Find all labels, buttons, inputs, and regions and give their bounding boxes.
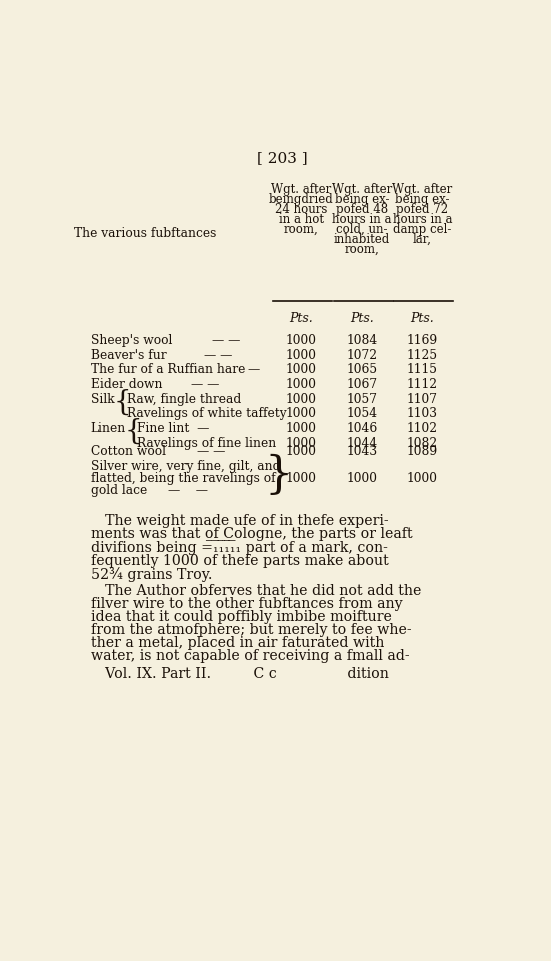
Text: The weight made ufe of in thefe experi-: The weight made ufe of in thefe experi-: [90, 514, 388, 528]
Text: in a hot: in a hot: [279, 213, 324, 226]
Text: pofed 48: pofed 48: [336, 203, 388, 216]
Text: 1072: 1072: [346, 349, 377, 361]
Text: Vol. IX. Part II.   C c     dition: Vol. IX. Part II. C c dition: [90, 666, 388, 680]
Text: 1125: 1125: [407, 349, 438, 361]
Text: filver wire to the other fubftances from any: filver wire to the other fubftances from…: [90, 596, 402, 610]
Text: 1067: 1067: [346, 378, 377, 390]
Text: 1000: 1000: [347, 472, 377, 484]
Text: 1054: 1054: [346, 407, 377, 420]
Text: Ravelings of white taffety: Ravelings of white taffety: [127, 407, 287, 420]
Text: [ 203 ]: [ 203 ]: [257, 151, 307, 164]
Text: damp cel-: damp cel-: [393, 223, 451, 236]
Text: Silk: Silk: [90, 392, 114, 406]
Text: fequently 1000 of thefe parts make about: fequently 1000 of thefe parts make about: [90, 553, 388, 567]
Text: being ex-: being ex-: [395, 193, 450, 206]
Text: beingdried: beingdried: [269, 193, 334, 206]
Text: 52¾ grains Troy.: 52¾ grains Troy.: [90, 566, 212, 581]
Text: idea that it could poffibly imbibe moifture: idea that it could poffibly imbibe moift…: [90, 609, 391, 623]
Text: room,: room,: [344, 243, 379, 256]
Text: hours in a: hours in a: [332, 213, 392, 226]
Text: {: {: [114, 388, 132, 415]
Text: 1115: 1115: [407, 363, 438, 376]
Text: Sheep's wool: Sheep's wool: [90, 333, 172, 347]
Text: 1000: 1000: [286, 378, 317, 390]
Text: Pts.: Pts.: [289, 311, 314, 325]
Text: being ex-: being ex-: [334, 193, 389, 206]
Text: ments was that of Cologne, the parts or leaft: ments was that of Cologne, the parts or …: [90, 527, 412, 541]
Text: 1000: 1000: [286, 363, 317, 376]
Text: Wgt. after: Wgt. after: [332, 183, 392, 196]
Text: 1112: 1112: [407, 378, 438, 390]
Text: 1000: 1000: [286, 472, 317, 484]
Text: 1000: 1000: [286, 445, 317, 457]
Text: cold, un-: cold, un-: [336, 223, 387, 236]
Text: 1065: 1065: [346, 363, 377, 376]
Text: 1082: 1082: [407, 436, 438, 449]
Text: The various fubftances: The various fubftances: [74, 227, 216, 240]
Text: divifions being =̅₁̅₁̅₁̅₁̅₁ part of a mark, con-: divifions being =̅₁̅₁̅₁̅₁̅₁ part of a ma…: [90, 540, 387, 554]
Text: room,: room,: [284, 223, 318, 236]
Text: The Author obferves that he did not add the: The Author obferves that he did not add …: [90, 583, 421, 597]
Text: pofed 72: pofed 72: [396, 203, 449, 216]
Text: 1000: 1000: [286, 407, 317, 420]
Text: }: }: [264, 453, 293, 496]
Text: Cotton wool: Cotton wool: [90, 445, 165, 457]
Text: inhabited: inhabited: [334, 233, 390, 246]
Text: Wgt. after: Wgt. after: [392, 183, 452, 196]
Text: Linen: Linen: [90, 422, 126, 434]
Text: Beaver's fur: Beaver's fur: [90, 349, 166, 361]
Text: 1169: 1169: [407, 333, 438, 347]
Text: — —: — —: [191, 378, 219, 390]
Text: 1107: 1107: [407, 392, 438, 406]
Text: —: —: [247, 363, 260, 376]
Text: {: {: [125, 418, 142, 445]
Text: ther a metal, placed in air faturated with: ther a metal, placed in air faturated wi…: [90, 635, 384, 650]
Text: — —: — —: [212, 333, 241, 347]
Text: 1000: 1000: [286, 333, 317, 347]
Text: gold lace: gold lace: [90, 483, 147, 497]
Text: from the atmofphere; but merely to fee whe-: from the atmofphere; but merely to fee w…: [90, 622, 411, 636]
Text: 1103: 1103: [407, 407, 438, 420]
Text: Pts.: Pts.: [350, 311, 374, 325]
Text: flatted, being the ravelings of: flatted, being the ravelings of: [90, 472, 275, 484]
Text: hours in a: hours in a: [392, 213, 452, 226]
Text: lar,: lar,: [413, 233, 432, 246]
Text: water, is not capable of receiving a fmall ad-: water, is not capable of receiving a fma…: [90, 649, 409, 662]
Text: The fur of a Ruffian hare: The fur of a Ruffian hare: [90, 363, 245, 376]
Text: Pts.: Pts.: [410, 311, 434, 325]
Text: Fine lint  —: Fine lint —: [137, 422, 209, 434]
Text: 1057: 1057: [347, 392, 377, 406]
Text: Ravelings of fine linen: Ravelings of fine linen: [137, 436, 276, 449]
Text: —    —: — —: [168, 483, 208, 497]
Text: 24 hours: 24 hours: [275, 203, 327, 216]
Text: 1102: 1102: [407, 422, 438, 434]
Text: — —: — —: [204, 349, 233, 361]
Text: 1044: 1044: [346, 436, 377, 449]
Text: 1089: 1089: [407, 445, 438, 457]
Text: 1000: 1000: [286, 436, 317, 449]
Text: 1046: 1046: [346, 422, 377, 434]
Text: Eider down: Eider down: [90, 378, 162, 390]
Text: 1084: 1084: [346, 333, 377, 347]
Text: Silver wire, very fine, gilt, and: Silver wire, very fine, gilt, and: [90, 459, 280, 472]
Text: 1000: 1000: [286, 392, 317, 406]
Text: 1043: 1043: [346, 445, 377, 457]
Text: 1000: 1000: [286, 349, 317, 361]
Text: 1000: 1000: [286, 422, 317, 434]
Text: — —: — —: [197, 445, 225, 457]
Text: 1000: 1000: [407, 472, 438, 484]
Text: Wgt. after: Wgt. after: [271, 183, 332, 196]
Text: Raw, fingle thread: Raw, fingle thread: [127, 392, 241, 406]
